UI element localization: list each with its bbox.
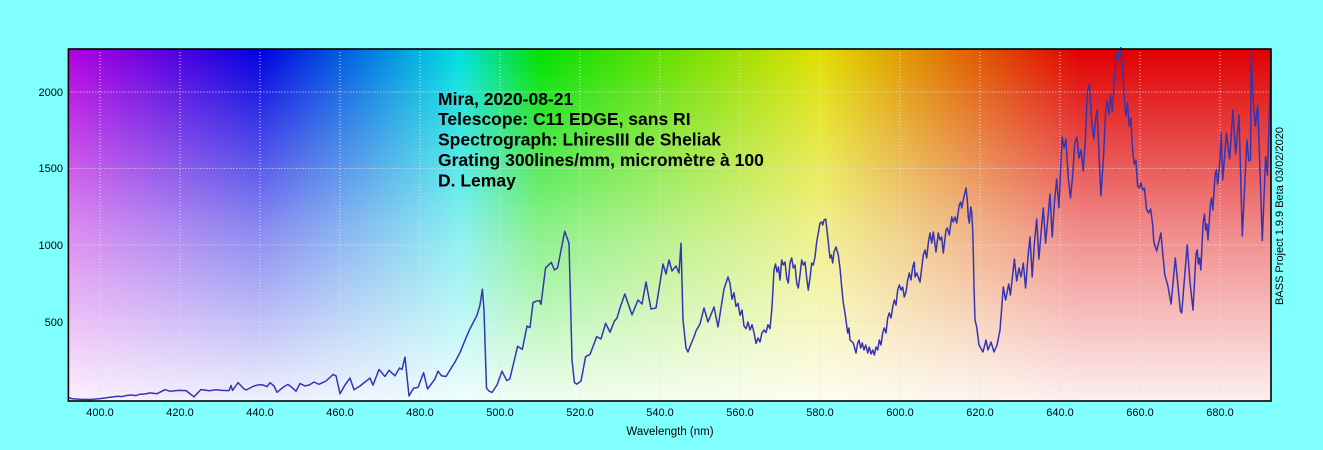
svg-text:BASS Project 1.9.9 Beta 03/02/: BASS Project 1.9.9 Beta 03/02/2020: [1274, 127, 1286, 305]
svg-text:Mira, 2020-08-21: Mira, 2020-08-21: [438, 89, 573, 109]
svg-text:480.0: 480.0: [406, 407, 434, 419]
svg-text:660.0: 660.0: [1126, 407, 1154, 419]
svg-text:560.0: 560.0: [726, 407, 754, 419]
svg-text:Grating 300lines/mm, micromètr: Grating 300lines/mm, micromètre à 100: [438, 150, 764, 170]
svg-text:580.0: 580.0: [806, 407, 834, 419]
svg-text:Wavelength (nm): Wavelength (nm): [626, 426, 713, 438]
svg-text:440.0: 440.0: [246, 407, 274, 419]
svg-text:500.0: 500.0: [486, 407, 514, 419]
svg-text:Telescope: C11 EDGE, sans RI: Telescope: C11 EDGE, sans RI: [438, 109, 691, 129]
svg-text:D. Lemay: D. Lemay: [438, 170, 516, 190]
svg-text:500: 500: [45, 317, 63, 329]
svg-text:400.0: 400.0: [86, 407, 114, 419]
svg-text:680.0: 680.0: [1206, 407, 1234, 419]
svg-text:520.0: 520.0: [566, 407, 594, 419]
svg-text:460.0: 460.0: [326, 407, 354, 419]
svg-text:540.0: 540.0: [646, 407, 674, 419]
svg-text:640.0: 640.0: [1046, 407, 1074, 419]
svg-text:620.0: 620.0: [966, 407, 994, 419]
svg-text:1500: 1500: [39, 163, 63, 175]
svg-text:420.0: 420.0: [166, 407, 194, 419]
svg-text:2000: 2000: [39, 87, 63, 99]
svg-text:1000: 1000: [39, 240, 63, 252]
svg-text:600.0: 600.0: [886, 407, 914, 419]
svg-text:Spectrograph: LhiresIII de She: Spectrograph: LhiresIII de Sheliak: [438, 130, 721, 150]
